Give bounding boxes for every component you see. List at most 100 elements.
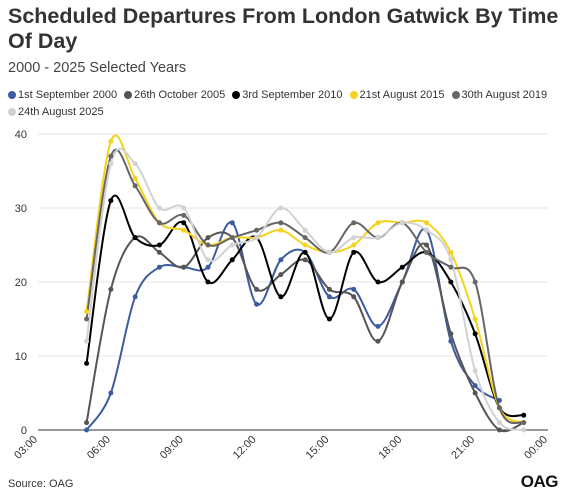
data-point: [229, 235, 235, 241]
data-point: [521, 412, 527, 418]
x-axis: 03:00 06:00 09:00 12:00 15:00 18:00 21:00 00:00: [12, 434, 550, 462]
data-point: [205, 235, 211, 241]
data-point: [302, 227, 308, 233]
data-point: [181, 220, 187, 226]
data-point: [181, 205, 187, 211]
data-point: [351, 286, 357, 292]
data-point: [229, 257, 235, 263]
data-point: [254, 227, 260, 233]
data-point: [424, 242, 430, 248]
legend-label: 30th August 2019: [461, 89, 548, 101]
y-tick-label: 40: [15, 129, 27, 141]
data-point: [108, 286, 114, 292]
data-point: [205, 242, 211, 248]
data-point: [351, 220, 357, 226]
series-lines: [85, 134, 525, 433]
y-tick-label: 10: [15, 351, 27, 363]
legend-swatch: [124, 91, 133, 99]
legend-swatch: [232, 91, 241, 99]
data-point: [132, 294, 138, 300]
y-tick-label: 30: [15, 203, 27, 215]
data-point: [132, 161, 138, 167]
data-point: [302, 257, 308, 263]
data-point: [84, 427, 90, 433]
legend-label: 3rd September 2010: [242, 89, 343, 101]
data-point: [278, 220, 284, 226]
legend-label: 21st August 2015: [359, 89, 445, 101]
data-point: [351, 235, 357, 241]
data-point: [448, 249, 454, 255]
data-point: [132, 175, 138, 181]
data-point: [108, 390, 114, 396]
y-tick-label: 0: [21, 425, 27, 437]
data-point: [448, 257, 454, 263]
x-tick-label: 15:00: [304, 434, 332, 462]
series-line: [85, 221, 500, 431]
x-tick-label: 09:00: [158, 434, 186, 462]
data-point: [156, 264, 162, 270]
data-point: [496, 427, 502, 433]
series-points: [84, 138, 527, 433]
data-point: [205, 264, 211, 270]
data-point: [424, 249, 430, 255]
data-point: [84, 338, 90, 344]
legend-item: 21st August 2015: [349, 87, 445, 103]
data-point: [278, 257, 284, 263]
data-point: [399, 264, 405, 270]
data-point: [181, 227, 187, 233]
data-point: [448, 264, 454, 270]
x-tick-label: 21:00: [449, 434, 477, 462]
data-point: [84, 316, 90, 322]
data-point: [278, 272, 284, 278]
source-note: Source: OAG: [8, 478, 74, 490]
chart-title: Scheduled Departures From London Gatwick…: [8, 4, 559, 53]
data-point: [375, 235, 381, 241]
data-point: [326, 294, 332, 300]
data-point: [108, 138, 114, 144]
data-point: [278, 294, 284, 300]
data-point: [108, 198, 114, 204]
data-point: [205, 257, 211, 263]
x-tick-label: 12:00: [231, 434, 259, 462]
legend-swatch: [451, 91, 460, 99]
data-point: [156, 249, 162, 255]
data-point: [302, 242, 308, 248]
legend-swatch: [8, 108, 16, 116]
chart-subtitle: 2000 - 2025 Selected Years: [8, 60, 187, 76]
data-point: [278, 205, 284, 211]
data-point: [181, 264, 187, 270]
data-point: [205, 279, 211, 285]
data-point: [399, 220, 405, 226]
data-point: [375, 220, 381, 226]
x-tick-label: 00:00: [522, 434, 550, 462]
data-point: [229, 242, 235, 248]
data-point: [156, 205, 162, 211]
legend-swatch: [349, 91, 358, 99]
data-point: [496, 420, 502, 426]
data-point: [132, 235, 138, 241]
data-point: [254, 286, 260, 292]
data-point: [229, 220, 235, 226]
data-point: [375, 338, 381, 344]
y-tick-label: 20: [15, 277, 27, 289]
data-point: [326, 286, 332, 292]
data-point: [302, 235, 308, 241]
chart-legend: 1st September 2000 26th October 2005 3rd S…: [8, 87, 560, 121]
data-point: [375, 323, 381, 329]
oag-logo: OAG: [520, 472, 559, 491]
data-point: [108, 161, 114, 167]
legend-swatch: [8, 91, 16, 99]
data-point: [448, 338, 454, 344]
data-point: [84, 309, 90, 315]
data-point: [424, 220, 430, 226]
data-point: [156, 242, 162, 248]
x-tick-label: 03:00: [12, 434, 40, 462]
data-point: [521, 420, 527, 426]
data-point: [351, 294, 357, 300]
data-point: [326, 249, 332, 255]
data-point: [472, 316, 478, 322]
data-point: [472, 390, 478, 396]
legend-item: 3rd September 2010: [232, 87, 343, 103]
data-point: [302, 249, 308, 255]
data-point: [472, 368, 478, 374]
